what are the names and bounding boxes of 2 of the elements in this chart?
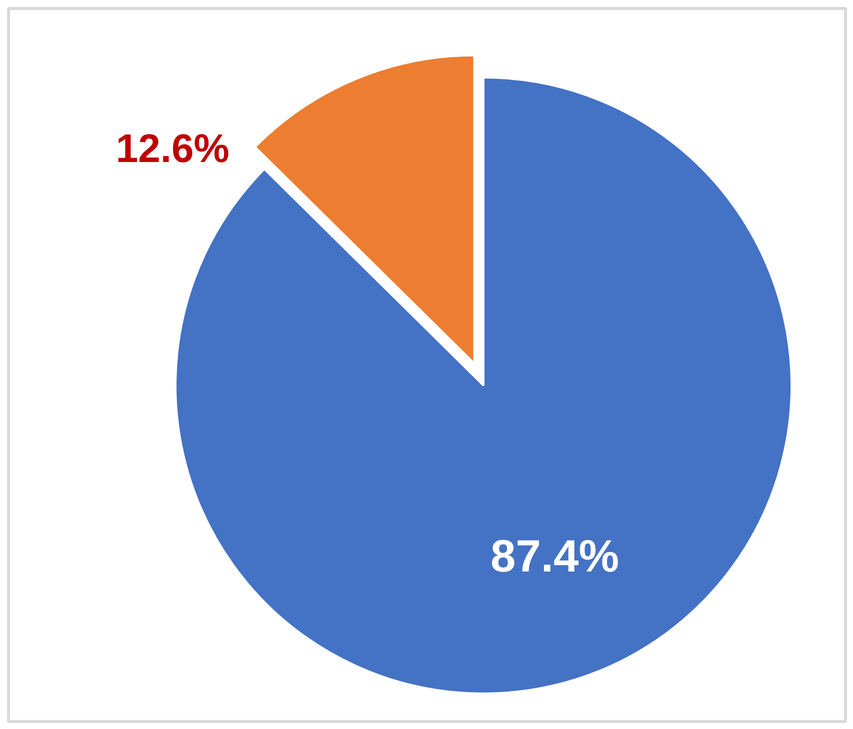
data-label: 87.4% bbox=[490, 530, 620, 582]
data-label: 12.6% bbox=[116, 127, 230, 172]
